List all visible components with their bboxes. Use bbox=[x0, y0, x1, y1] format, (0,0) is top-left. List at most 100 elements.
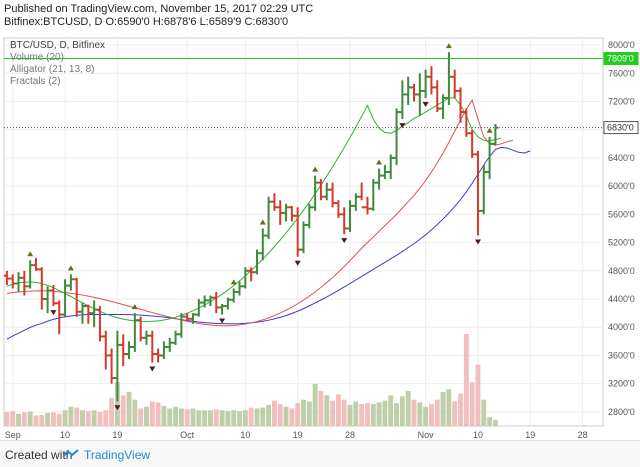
volume-bar bbox=[33, 415, 39, 426]
volume-bar bbox=[80, 410, 85, 426]
ohlc-bar bbox=[224, 297, 231, 310]
x-tick-label: 10 bbox=[473, 430, 483, 440]
ohlc-bar bbox=[445, 52, 452, 106]
volume-bar bbox=[178, 408, 184, 426]
ohlc-bar bbox=[85, 304, 92, 324]
ohlc-bar bbox=[271, 193, 278, 211]
volume-bar bbox=[27, 411, 33, 426]
ohlc-bar bbox=[399, 80, 406, 120]
volume-bar bbox=[138, 408, 144, 426]
volume-bar bbox=[242, 410, 248, 426]
ohlc-bar bbox=[114, 330, 121, 402]
volume-bar bbox=[50, 412, 56, 426]
ohlc-bar bbox=[190, 313, 197, 324]
fractal-down-marker bbox=[474, 239, 481, 245]
fractal-down-marker bbox=[422, 101, 429, 107]
ohlc-bar bbox=[381, 164, 388, 180]
ohlc-bar bbox=[160, 341, 167, 359]
ohlc-bar bbox=[312, 175, 319, 211]
volume-bar bbox=[295, 403, 301, 426]
volume-bar bbox=[120, 395, 126, 426]
ohlc-bar bbox=[451, 69, 458, 98]
y-tick-label: 4800'0 bbox=[608, 266, 635, 276]
volume-bar bbox=[219, 410, 225, 426]
x-tick-label: 19 bbox=[293, 430, 303, 440]
ohlc-bar bbox=[410, 83, 417, 102]
ohlc-bar bbox=[236, 281, 243, 296]
volume-bar bbox=[161, 405, 167, 426]
ohlc-bar bbox=[155, 348, 162, 363]
ohlc-bar bbox=[248, 267, 255, 282]
volume-bar bbox=[126, 391, 132, 426]
x-tick-label: Oct bbox=[180, 430, 195, 440]
legend-entry: Volume (20) bbox=[10, 52, 64, 63]
ohlc-bar bbox=[277, 200, 284, 225]
volume-bar bbox=[423, 406, 429, 426]
alligator-teeth-line bbox=[6, 98, 513, 327]
ohlc-bar bbox=[294, 207, 301, 257]
x-axis: Sep 10 19 Oct 10 19 28 Nov 10 19 28 bbox=[5, 430, 588, 440]
fractal-down-marker bbox=[114, 405, 121, 411]
ohlc-bar bbox=[317, 179, 324, 201]
volume-bar bbox=[254, 408, 260, 426]
fractal-up-marker bbox=[376, 159, 383, 165]
ohlc-bar bbox=[38, 267, 45, 310]
ohlc-bar bbox=[172, 330, 179, 345]
y-tick-label: 4000'0 bbox=[608, 322, 635, 332]
volume-bar bbox=[231, 410, 237, 426]
volume-bars bbox=[4, 334, 498, 426]
fractal-up-marker bbox=[27, 251, 34, 257]
ohlc-bar bbox=[416, 73, 423, 116]
volume-bar bbox=[68, 406, 74, 426]
ohlc-bar bbox=[422, 69, 429, 98]
ohlc-bar bbox=[230, 288, 237, 303]
volume-bar bbox=[428, 404, 434, 426]
x-tick-label: 28 bbox=[578, 430, 588, 440]
ohlc-bar bbox=[259, 228, 266, 261]
tradingview-brand[interactable]: TradingView bbox=[84, 448, 151, 462]
volume-bar bbox=[103, 410, 109, 426]
fractal-markers bbox=[27, 43, 493, 411]
fractal-up-marker bbox=[445, 43, 452, 49]
volume-bar bbox=[277, 404, 283, 426]
x-tick-label: 10 bbox=[240, 430, 250, 440]
y-tick-label: 2800'0 bbox=[608, 407, 635, 417]
volume-bar bbox=[440, 391, 446, 426]
y-tick-label: 6000'0 bbox=[608, 181, 635, 191]
volume-bar bbox=[202, 410, 208, 426]
volume-bar bbox=[365, 403, 370, 426]
ohlc-bar bbox=[27, 260, 34, 289]
volume-bar bbox=[411, 399, 417, 426]
x-tick-label: Nov bbox=[418, 430, 435, 440]
legend-entry: Fractals (2) bbox=[10, 76, 61, 87]
ohlc-bar bbox=[149, 330, 156, 363]
ohlc-bar bbox=[463, 108, 470, 137]
volume-bar bbox=[335, 394, 341, 426]
volume-bar bbox=[341, 399, 347, 426]
volume-bar bbox=[324, 395, 330, 426]
volume-bar bbox=[475, 364, 481, 426]
volume-bar bbox=[225, 411, 231, 426]
volume-bar bbox=[301, 399, 306, 426]
volume-bar bbox=[481, 399, 487, 426]
volume-bar bbox=[353, 401, 359, 426]
volume-bar bbox=[39, 415, 45, 426]
fractal-up-marker bbox=[486, 127, 493, 133]
ohlc-bar bbox=[56, 300, 63, 335]
x-tick-label: 28 bbox=[345, 430, 355, 440]
ohlc-bar bbox=[219, 303, 226, 315]
ohlc-bar bbox=[50, 284, 57, 307]
volume-bar bbox=[283, 406, 289, 426]
y-axis: 2800'0 3200'0 3600'0 4000'0 4400'0 4800'0 5200… bbox=[603, 40, 639, 417]
ohlc-bar bbox=[376, 168, 383, 190]
ohlc-bar bbox=[178, 313, 185, 338]
ohlc-bar bbox=[469, 129, 476, 158]
ohlc-bar bbox=[393, 108, 400, 165]
price-label-text: 7809'0 bbox=[607, 54, 634, 64]
volume-bar bbox=[266, 404, 272, 426]
alligator-lips-line bbox=[6, 97, 502, 322]
y-tick-label: 3200'0 bbox=[608, 379, 635, 389]
ohlc-line: Bitfinex:BTCUSD, D O:6590'0 H:6878'6 L:6… bbox=[4, 16, 289, 28]
ohlc-bar bbox=[335, 200, 342, 218]
